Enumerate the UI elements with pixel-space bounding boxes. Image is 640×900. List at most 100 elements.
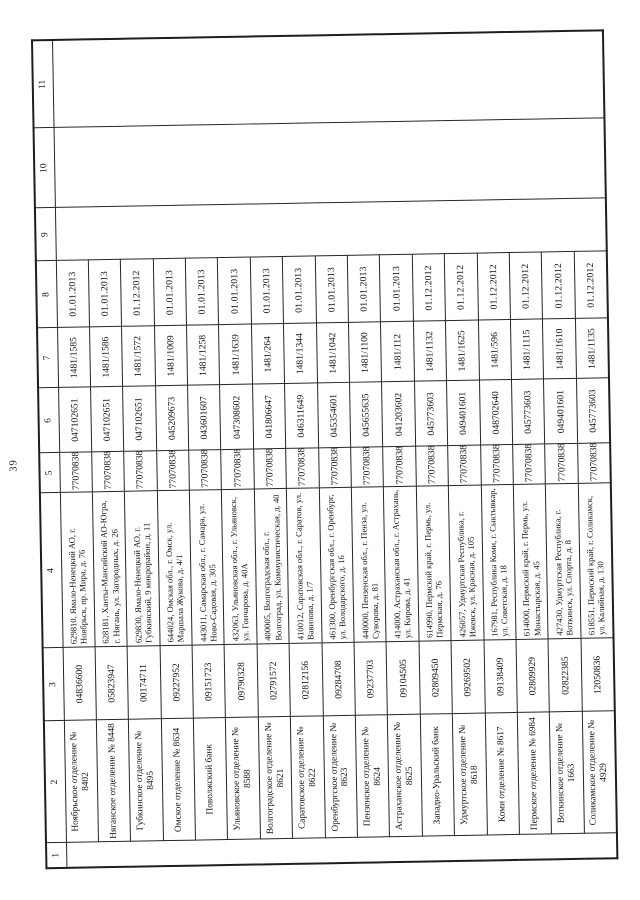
empty-column-10-cell — [53, 118, 606, 208]
branch-name-cell: Астраханское отделение № 8625 — [387, 714, 423, 838]
date-cell: 01.01.2013 — [153, 258, 187, 327]
branch-name-cell: Соликамское отделение № 4929 — [582, 711, 617, 834]
address-cell: 167981, Республика Коми, г. Сыктывкар, у… — [480, 484, 517, 641]
date-cell: 01.01.2013 — [55, 260, 90, 328]
date-cell: 01.01.2013 — [185, 258, 219, 326]
inn-cell: 7707083893 — [512, 444, 546, 485]
address-cell: 618551, Пермский край, г. Соликамск, ул.… — [578, 483, 614, 639]
inn-cell: 7707083893 — [59, 452, 93, 493]
reg-number-cell: 1481/1572 — [121, 326, 156, 387]
bik-cell: 047102651 — [90, 386, 124, 453]
okpo-code-cell: 09138409 — [483, 639, 518, 714]
header-cell-11: 11 — [32, 39, 54, 129]
header-cell-5: 5 — [39, 452, 60, 494]
address-cell: 400005, Волгоградская обл., г. Волгоград… — [254, 488, 290, 645]
reg-number-cell: 1481/1115 — [510, 319, 544, 380]
branch-name-cell: Поволжский банк — [193, 718, 228, 841]
inn-cell: 7707083893 — [253, 448, 287, 490]
inn-cell: 7707083893 — [156, 450, 190, 492]
bik-cell: 045655635 — [349, 382, 384, 448]
header-cell-8: 8 — [35, 260, 58, 329]
bik-cell: 048702640 — [479, 379, 513, 446]
branch-name-cell: Западно-Уральский банк — [420, 714, 455, 837]
okpo-code-cell: 04836600 — [62, 647, 97, 721]
date-cell: 01.01.2013 — [250, 256, 284, 325]
date-cell: 01.12.2012 — [120, 259, 155, 327]
bik-cell: 045773603 — [414, 381, 448, 447]
bik-cell: 049401601 — [543, 378, 578, 445]
inn-cell: 7707083893 — [350, 447, 384, 488]
reg-number-cell: 1481/1100 — [348, 322, 382, 383]
branch-name-cell: Ульяновское отделение № 8588 — [225, 717, 261, 841]
inn-cell: 7707083893 — [383, 446, 417, 488]
date-cell: 01.12.2012 — [444, 253, 479, 322]
address-cell: 614000, Пермский край, г. Пермь, ул. Мон… — [513, 484, 549, 640]
date-cell: 01.12.2012 — [412, 254, 446, 322]
address-cell: 432063, Ульяновская обл., г. Ульяновск, … — [221, 489, 257, 646]
bik-cell: 049401601 — [446, 380, 481, 447]
address-cell: 427430, Удмуртская Республика, г. Воткин… — [545, 483, 581, 640]
okpo-code-cell: 09269502 — [451, 640, 485, 715]
okpo-code-cell: 09227952 — [159, 645, 194, 720]
reg-number-cell: 1481/1258 — [186, 325, 221, 386]
okpo-code-cell: 12050836 — [580, 638, 615, 712]
inn-cell: 7707083893 — [123, 451, 158, 492]
okpo-code-cell: 00174711 — [127, 646, 162, 720]
address-cell: 461300, Оренбургская обл., г. Оренбург, … — [318, 487, 355, 644]
inn-cell: 7707083893 — [447, 445, 481, 487]
branch-name-cell: Пензенское отделение № 8624 — [355, 715, 390, 838]
date-cell: 01.12.2012 — [541, 251, 576, 320]
address-cell: 426057, Удмуртская Республика, г. Ижевск… — [448, 485, 484, 642]
branch-name-cell: Коми отделение № 8617 — [484, 712, 520, 836]
bik-cell: 045773603 — [576, 378, 610, 444]
address-cell: 443011, Самарская обл., г. Самара, ул. Н… — [189, 490, 225, 646]
date-cell: 01.01.2013 — [282, 256, 317, 324]
reg-number-cell: 1481/1344 — [283, 323, 318, 384]
reg-number-cell: 1481/1135 — [575, 318, 609, 379]
date-cell: 01.01.2013 — [379, 254, 414, 323]
bik-cell: 047102651 — [58, 387, 92, 453]
inn-cell: 7707083893 — [221, 449, 255, 491]
header-cell-2: 2 — [43, 720, 67, 844]
reg-number-cell: 1481/1639 — [218, 324, 253, 386]
header-cell-4: 4 — [39, 492, 63, 649]
bik-cell: 045773603 — [511, 379, 545, 445]
branch-name-cell: Удмуртское отделение № 8618 — [452, 713, 488, 837]
reg-number-cell: 1481/264 — [251, 323, 285, 385]
reg-number-cell: 1481/1625 — [445, 320, 480, 382]
branch-name-cell: Оренбургское отделение № 8623 — [322, 715, 358, 839]
inn-cell: 7707083893 — [480, 444, 514, 486]
address-cell: 614990, Пермский край, г. Пермь, ул. Пер… — [416, 486, 452, 642]
okpo-code-cell: 02822385 — [548, 638, 583, 713]
address-cell: 629830, Ямало-Ненецкий АО, г. Губкинский… — [124, 491, 160, 647]
okpo-code-cell: 02809450 — [418, 641, 453, 715]
empty-column-9-cell — [54, 198, 607, 261]
inn-cell: 7707083893 — [188, 450, 222, 491]
okpo-code-cell: 02791572 — [256, 643, 291, 718]
reg-number-cell: 1481/1009 — [154, 325, 188, 387]
date-cell: 01.01.2013 — [88, 259, 122, 328]
okpo-code-cell: 09790328 — [224, 644, 259, 719]
branch-name-cell: Ноябрьское отделение № 8402 — [63, 720, 99, 843]
address-cell: 414000, Астраханская обл., г. Астрахань,… — [383, 486, 419, 643]
bik-cell: 047102651 — [122, 386, 157, 452]
header-cell-1: 1 — [46, 842, 67, 869]
reg-number-cell: 1481/1586 — [89, 326, 123, 388]
branch-name-cell: Пермское отделение № 6984 — [517, 712, 552, 835]
reg-number-cell: 1481/596 — [478, 320, 512, 381]
date-cell: 01.01.2013 — [217, 257, 252, 326]
reg-number-cell: 1481/1610 — [542, 318, 577, 380]
inn-cell: 7707083893 — [415, 446, 449, 487]
header-cell-10: 10 — [33, 127, 55, 209]
okpo-code-cell: 09151723 — [192, 645, 226, 719]
bik-cell: 045209673 — [155, 385, 189, 452]
inn-cell: 7707083893 — [544, 443, 579, 485]
date-cell: 01.12.2012 — [509, 252, 543, 321]
reg-number-cell: 1481/1042 — [316, 322, 350, 384]
reg-number-cell: 1481/112 — [380, 321, 415, 383]
branch-name-cell: Саратовское отделение № 8622 — [290, 716, 326, 839]
address-cell: 628181, Ханты-Мансийский АО-Югра, г. Няг… — [92, 491, 128, 648]
table-body: Ноябрьское отделение № 8402 04836600 62981… — [51, 30, 618, 868]
